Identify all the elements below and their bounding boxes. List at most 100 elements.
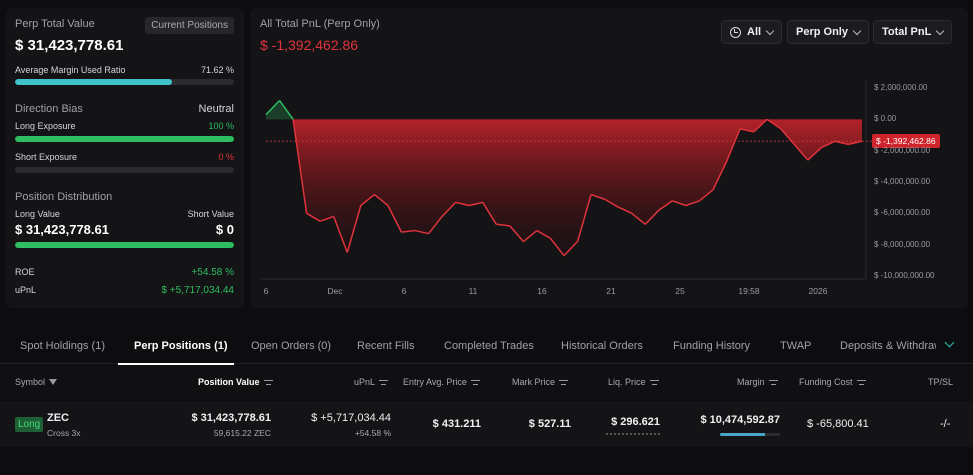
tab-completed-trades[interactable]: Completed Trades <box>444 340 534 352</box>
positions-tabs: Spot Holdings (1) Perp Positions (1) Ope… <box>0 322 973 365</box>
th-position-value[interactable]: Position Value <box>198 377 273 387</box>
th-symbol[interactable]: Symbol <box>15 377 58 387</box>
long-exposure-bar <box>15 136 234 142</box>
x-tick-label: 16 <box>537 286 547 296</box>
long-value: $ 31,423,778.61 <box>15 222 109 237</box>
sort-icon[interactable] <box>768 379 778 386</box>
x-tick-label: 6 <box>263 286 269 296</box>
sort-icon[interactable] <box>379 379 389 386</box>
row-upnl: $ +5,717,034.44 <box>311 412 391 424</box>
th-margin[interactable]: Margin <box>737 377 778 387</box>
pnl-line-segment <box>631 212 646 225</box>
row-tpsl[interactable]: -/- <box>940 418 951 430</box>
tab-historical-orders[interactable]: Historical Orders <box>561 340 643 352</box>
tab-open-orders[interactable]: Open Orders (0) <box>251 340 332 352</box>
direction-bias-label: Direction Bias <box>15 103 83 115</box>
sort-icon[interactable] <box>470 379 480 386</box>
short-value-label: Short Value <box>187 209 234 219</box>
th-liq-price[interactable]: Liq. Price <box>608 377 659 387</box>
row-upnl-pct: +54.58 % <box>354 428 391 438</box>
tab-funding-history[interactable]: Funding History <box>673 340 751 352</box>
sort-icon[interactable] <box>649 379 659 386</box>
pnl-line-segment <box>590 193 605 200</box>
chevron-down-icon[interactable] <box>944 337 955 348</box>
sort-icon[interactable] <box>559 379 569 386</box>
summary-panel: Perp Total Value Current Positions $ 31,… <box>6 8 244 308</box>
pnl-line-segment <box>346 205 362 253</box>
x-tick-label: 21 <box>606 286 616 296</box>
active-tab-indicator <box>118 363 234 365</box>
sort-icon[interactable] <box>856 379 866 386</box>
pnl-line-segment <box>604 198 619 208</box>
roe-label: ROE <box>15 267 35 277</box>
row-funding-cost: $ -65,800.41 <box>807 418 869 430</box>
y-tick-label: $ 2,000,000.00 <box>874 83 928 92</box>
row-margin[interactable]: $ 10,474,592.87 <box>700 414 780 426</box>
side-badge: Long <box>15 417 44 432</box>
pnl-line-segment <box>536 229 551 240</box>
th-mark-price[interactable]: Mark Price <box>512 377 569 387</box>
pnl-line-segment <box>306 212 321 222</box>
margin-bar-fill <box>720 433 765 436</box>
y-tick-label: $ -10,000,000.00 <box>874 271 935 280</box>
pnl-line-segment <box>509 225 524 243</box>
short-exposure-label: Short Exposure <box>15 152 78 162</box>
tab-deposits-withdraw[interactable]: Deposits & Withdraw <box>840 340 936 352</box>
pnl-line-segment <box>658 200 673 211</box>
range-filter[interactable]: All <box>721 20 783 44</box>
tab-perp-positions[interactable]: Perp Positions (1) <box>134 340 228 352</box>
distribution-bar-fill <box>15 242 234 248</box>
pnl-line-segment <box>441 201 457 217</box>
current-positions-button[interactable]: Current Positions <box>145 17 234 34</box>
row-symbol[interactable]: ZEC <box>47 412 69 424</box>
long-exposure-bar-fill <box>15 136 234 142</box>
th-entry-price[interactable]: Entry Avg. Price <box>403 377 480 387</box>
margin-ratio-bar-fill <box>15 79 172 85</box>
scope-filter-label: Perp Only <box>796 26 848 38</box>
pnl-line-segment <box>712 161 728 191</box>
th-tpsl: TP/SL <box>928 377 954 387</box>
direction-bias-value: Neutral <box>198 103 234 115</box>
pnl-line-segment <box>292 119 308 214</box>
pnl-positive-area-fill <box>266 100 862 120</box>
pnl-area-chart[interactable] <box>250 8 968 308</box>
th-funding-cost[interactable]: Funding Cost <box>799 377 866 387</box>
pnl-line-segment <box>739 128 754 133</box>
pnl-line-segment <box>427 216 443 235</box>
short-exposure-bar <box>15 167 234 173</box>
chart-title: All Total PnL (Perp Only) <box>260 18 380 30</box>
scope-filter[interactable]: Perp Only <box>787 20 869 44</box>
pnl-area-fill <box>266 119 862 256</box>
th-upnl[interactable]: uPnL <box>354 377 389 387</box>
table-row[interactable]: Long ZEC Cross 3x $ 31,423,778.61 59,615… <box>0 401 973 447</box>
pnl-line-segment <box>319 215 334 222</box>
pnl-line-segment <box>644 209 660 225</box>
metric-filter[interactable]: Total PnL <box>873 20 953 44</box>
pnl-line-segment <box>496 223 510 227</box>
liq-price-underline <box>606 433 660 435</box>
perp-total-value-label: Perp Total Value <box>15 18 95 30</box>
pnl-line-segment <box>278 100 294 120</box>
pnl-line-segment <box>834 140 849 146</box>
tab-spot-holdings[interactable]: Spot Holdings (1) <box>20 340 105 352</box>
pnl-line-segment <box>387 205 403 233</box>
current-pnl-tag: $ -1,392,462.86 <box>872 134 940 149</box>
pnl-line-segment <box>522 229 538 243</box>
tab-twap[interactable]: TWAP <box>780 340 812 352</box>
pnl-line-segment <box>482 201 497 225</box>
pnl-line-segment <box>414 229 429 235</box>
pnl-line-segment <box>753 118 768 133</box>
tab-recent-fills[interactable]: Recent Fills <box>357 340 415 352</box>
long-exposure-label: Long Exposure <box>15 121 76 131</box>
pnl-line-segment <box>401 229 416 233</box>
y-tick-label: $ -6,000,000.00 <box>874 208 931 218</box>
pnl-line-segment <box>333 216 348 253</box>
x-tick-label: 6 <box>401 286 407 296</box>
y-tick-label: $ 0.00 <box>874 114 897 124</box>
filter-icon[interactable] <box>49 379 58 385</box>
sort-icon[interactable] <box>263 379 273 386</box>
x-tick-label: Dec <box>327 286 343 296</box>
x-tick-label: 11 <box>468 286 478 296</box>
pnl-line-segment <box>848 140 863 146</box>
perp-total-value: $ 31,423,778.61 <box>15 37 124 54</box>
